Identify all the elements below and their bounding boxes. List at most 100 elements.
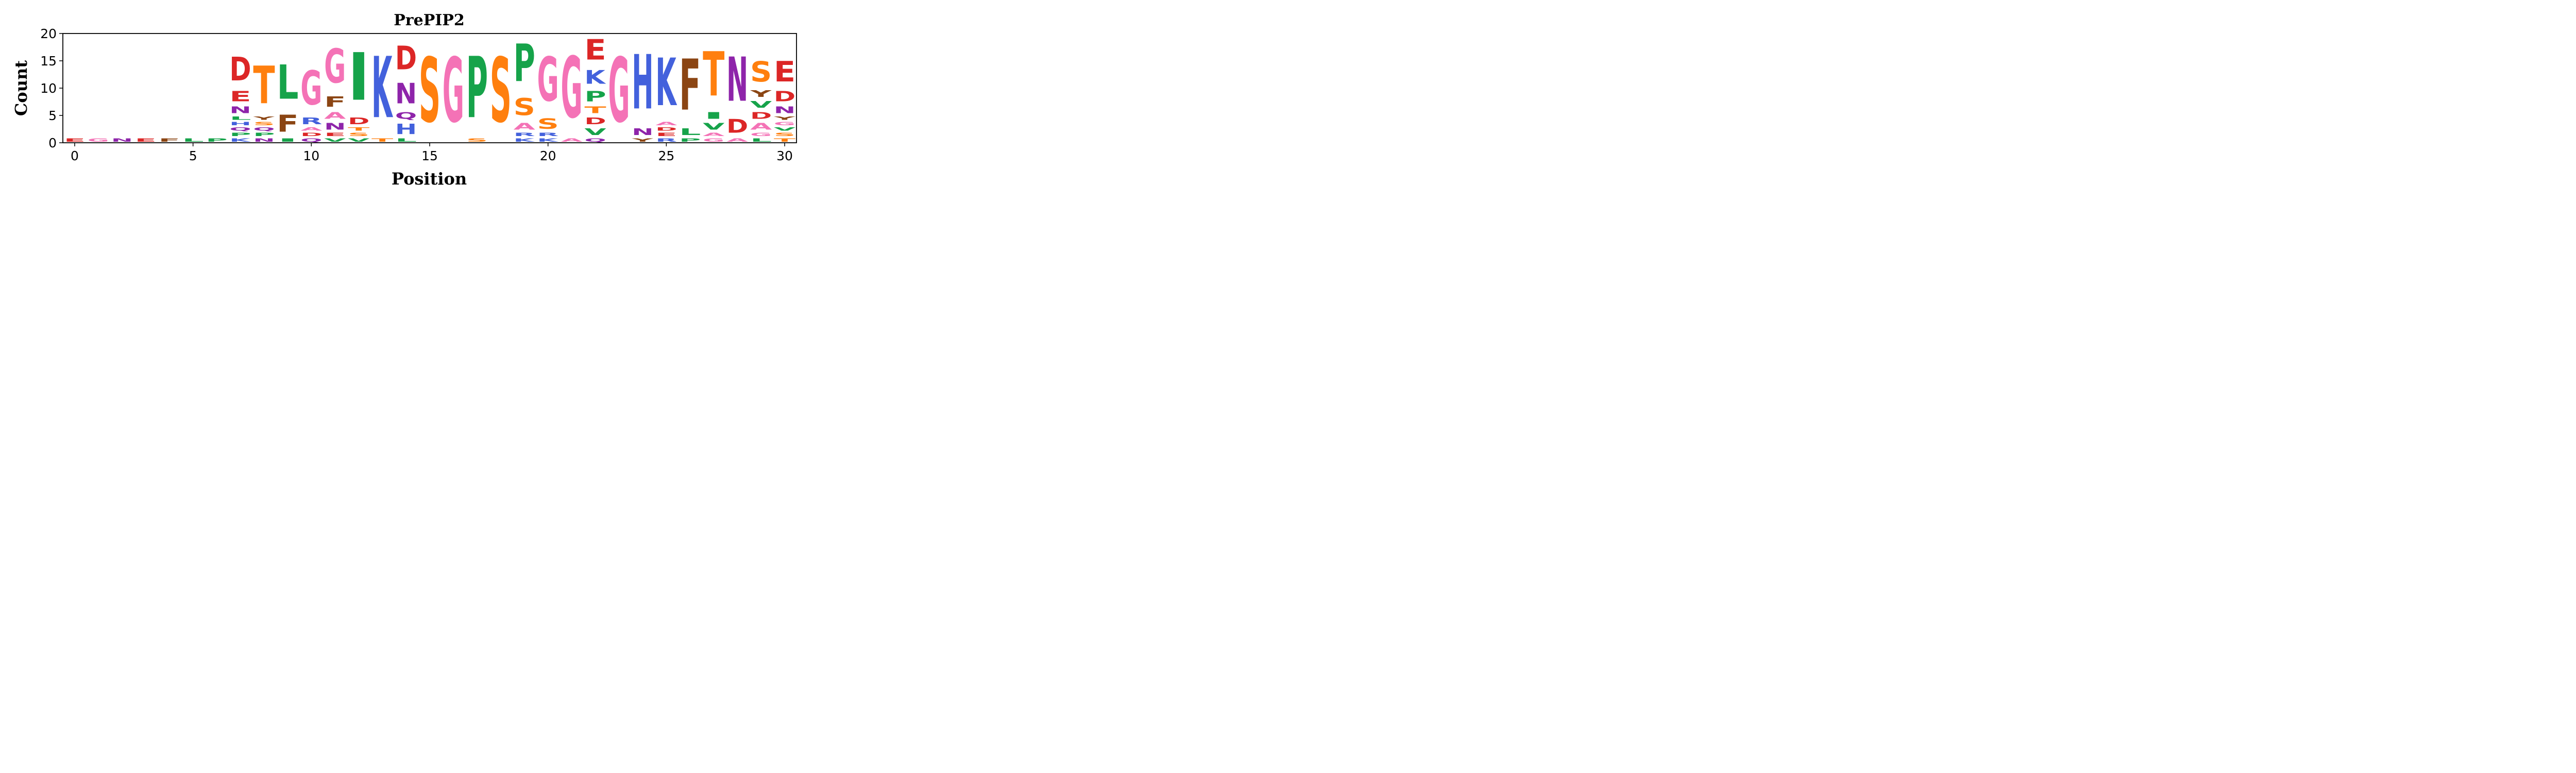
logo-letter-a: A	[300, 127, 323, 132]
logo-letter-t: T	[774, 138, 795, 143]
x-tick-label: 20	[540, 148, 556, 163]
logo-letter-k: K	[655, 44, 677, 121]
logo-letter-k: K	[537, 137, 560, 143]
logo-letter-l: L	[679, 127, 701, 138]
logo-letter-q: Q	[395, 110, 417, 121]
logo-letter-k: K	[514, 137, 536, 143]
logo-letter-a: A	[514, 121, 536, 132]
logo-letter-e: E	[324, 132, 346, 137]
logo-letter-t: T	[253, 56, 275, 116]
logo-letter-v: V	[750, 99, 772, 110]
logo-letter-r: R	[514, 132, 535, 137]
logo-letter-d: D	[300, 132, 322, 138]
logo-letter-d: D	[726, 116, 748, 138]
logo-letter-n: N	[229, 105, 251, 115]
logo-letter-k: K	[229, 137, 251, 143]
logo-letter-n: N	[395, 78, 417, 110]
logo-letter-s: S	[774, 132, 795, 138]
y-tick-label: 20	[40, 26, 57, 41]
logo-letter-l: L	[750, 138, 772, 143]
logo-letter-f: F	[324, 94, 346, 110]
logo-letter-n: N	[253, 137, 275, 143]
logo-letter-v: V	[584, 126, 606, 137]
logo-letter-g: G	[443, 39, 464, 143]
logo-letter-a: A	[726, 138, 749, 143]
logo-letter-d: D	[395, 39, 417, 77]
logo-letter-r: R	[537, 132, 559, 137]
logo-letter-f: F	[277, 110, 298, 138]
logo-letter-e: E	[229, 89, 251, 105]
logo-letter-d: D	[348, 116, 369, 127]
logo-letter-d: D	[774, 88, 795, 105]
logo-letter-y: Y	[750, 88, 772, 99]
logo-letter-g: G	[537, 45, 559, 115]
logo-letter-a: A	[655, 121, 677, 126]
chart-title: PrePIP2	[394, 11, 464, 29]
logo-letter-g: G	[324, 40, 346, 94]
logo-letter-f: F	[159, 138, 180, 143]
logo-letter-f: F	[679, 44, 701, 126]
logo-letter-v: V	[348, 138, 370, 143]
logo-letter-d: D	[655, 126, 677, 132]
logo-letter-d: D	[750, 110, 772, 121]
logo-letter-q: Q	[584, 138, 606, 143]
logo-letter-e: E	[774, 56, 795, 88]
logo-letter-a: A	[324, 110, 346, 121]
logo-letter-i: I	[348, 40, 369, 116]
logo-letter-p: P	[466, 39, 488, 137]
logo-letter-e: E	[135, 138, 157, 143]
logo-letter-i: I	[277, 137, 298, 143]
logo-letter-q: Q	[300, 138, 322, 143]
y-axis-label: Count	[11, 60, 31, 116]
logo-letter-h: H	[395, 121, 417, 137]
logo-letter-s: S	[514, 94, 535, 121]
logo-letter-n: N	[726, 45, 748, 115]
x-tick-label: 10	[303, 148, 319, 163]
logo-letter-d: D	[229, 50, 251, 88]
logo-letter-l: L	[277, 55, 298, 110]
logo-letter-s: S	[490, 40, 512, 143]
logo-letter-p: P	[679, 137, 701, 143]
logo-letter-n: N	[632, 126, 653, 137]
x-axis-label: Position	[392, 169, 467, 189]
x-tick-label: 5	[189, 148, 197, 163]
logo-letter-p: P	[584, 88, 606, 105]
logo-letter-k: K	[584, 66, 606, 88]
logo-letter-s: S	[537, 115, 559, 132]
logo-letter-t: T	[348, 126, 369, 131]
logo-letter-g: G	[300, 62, 322, 116]
logo-letter-a: A	[561, 138, 583, 143]
logo-letter-q: Q	[229, 127, 251, 132]
logo-letter-s: S	[466, 137, 488, 143]
logo-letter-v: V	[324, 138, 346, 143]
logo-letter-v: V	[774, 127, 796, 132]
logo-letter-p: P	[514, 34, 535, 94]
x-axis-ticks: 0 5 10 15 20 25 30	[71, 143, 793, 163]
logo-letter-s: S	[253, 121, 275, 127]
logo-letter-l: L	[182, 138, 204, 143]
logo-letter-n: N	[111, 137, 133, 143]
logo-letter-r: R	[655, 138, 677, 143]
logo-letter-s: S	[419, 40, 440, 143]
x-tick-label: 0	[71, 148, 79, 163]
logo-letter-a: A	[703, 132, 725, 137]
logo-letter-g: G	[88, 137, 109, 143]
sequence-logo-chart: PrePIP2 E G N E F L P KPQHLNEDNPQSYTIFLQDARGVEN…	[11, 11, 797, 189]
y-axis-ticks: 0 5 10 15 20	[40, 26, 63, 150]
logo-letter-h: H	[632, 39, 653, 127]
logo-letter-g: G	[703, 137, 724, 143]
logo-letter-e: E	[584, 33, 606, 66]
logo-letter-l: L	[395, 138, 417, 143]
x-tick-label: 15	[421, 148, 438, 163]
logo-letters: E G N E F L P KPQHLNEDNPQSYTIFLQDARGVENAFGVSTDI…	[64, 33, 796, 143]
logo-letter-v: V	[703, 121, 725, 132]
logo-letter-e: E	[64, 138, 86, 143]
logo-letter-y: Y	[631, 138, 653, 143]
logo-letter-q: Q	[253, 127, 275, 132]
logo-letter-p: P	[253, 132, 275, 138]
y-tick-label: 5	[48, 108, 57, 123]
logo-letter-t: T	[371, 138, 393, 143]
logo-letter-n: N	[774, 105, 795, 115]
logo-letter-k: K	[371, 39, 393, 137]
logo-letter-s: S	[750, 56, 772, 88]
